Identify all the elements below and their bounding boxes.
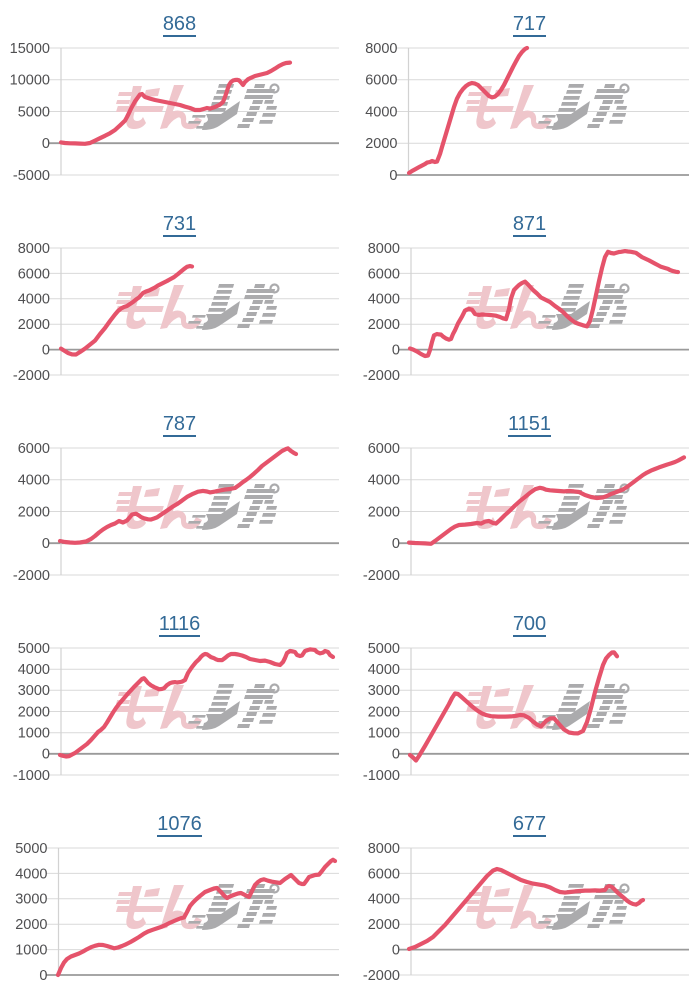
svg-text:2000: 2000 bbox=[368, 504, 400, 520]
svg-text:-2000: -2000 bbox=[363, 968, 400, 984]
svg-text:4000: 4000 bbox=[368, 473, 400, 489]
svg-text:5000: 5000 bbox=[368, 641, 400, 657]
svg-text:2000: 2000 bbox=[365, 136, 397, 152]
svg-text:5000: 5000 bbox=[15, 841, 47, 857]
svg-text:15000: 15000 bbox=[10, 41, 50, 57]
svg-text:3000: 3000 bbox=[18, 683, 50, 699]
svg-text:-2000: -2000 bbox=[363, 368, 400, 384]
svg-text:4000: 4000 bbox=[18, 662, 50, 678]
svg-text:8000: 8000 bbox=[368, 841, 400, 857]
svg-text:0: 0 bbox=[392, 747, 400, 763]
svg-text:3000: 3000 bbox=[368, 683, 400, 699]
svg-text:-2000: -2000 bbox=[13, 568, 50, 584]
svg-text:3000: 3000 bbox=[15, 892, 47, 908]
svg-text:5000: 5000 bbox=[18, 104, 50, 120]
svg-text:-1000: -1000 bbox=[13, 768, 50, 784]
svg-text:4000: 4000 bbox=[368, 662, 400, 678]
svg-text:8000: 8000 bbox=[368, 241, 400, 257]
svg-text:1000: 1000 bbox=[368, 726, 400, 742]
svg-text:4000: 4000 bbox=[368, 892, 400, 908]
svg-text:4000: 4000 bbox=[365, 104, 397, 120]
svg-text:2000: 2000 bbox=[368, 317, 400, 333]
svg-text:4000: 4000 bbox=[18, 473, 50, 489]
svg-text:0: 0 bbox=[39, 968, 47, 984]
svg-text:1000: 1000 bbox=[15, 943, 47, 959]
svg-text:4000: 4000 bbox=[15, 866, 47, 882]
svg-text:0: 0 bbox=[42, 136, 50, 152]
svg-text:0: 0 bbox=[392, 343, 400, 359]
svg-text:0: 0 bbox=[392, 536, 400, 552]
svg-text:-2000: -2000 bbox=[13, 368, 50, 384]
svg-text:0: 0 bbox=[42, 747, 50, 763]
svg-text:10000: 10000 bbox=[10, 73, 50, 89]
svg-text:6000: 6000 bbox=[18, 441, 50, 457]
svg-text:1000: 1000 bbox=[18, 726, 50, 742]
svg-text:6000: 6000 bbox=[18, 266, 50, 282]
svg-text:0: 0 bbox=[389, 168, 397, 184]
svg-text:2000: 2000 bbox=[18, 704, 50, 720]
svg-text:-5000: -5000 bbox=[13, 168, 50, 184]
svg-text:0: 0 bbox=[42, 536, 50, 552]
svg-text:8000: 8000 bbox=[365, 41, 397, 57]
svg-text:0: 0 bbox=[42, 343, 50, 359]
svg-text:2000: 2000 bbox=[18, 504, 50, 520]
svg-text:8000: 8000 bbox=[18, 241, 50, 257]
svg-text:-1000: -1000 bbox=[363, 768, 400, 784]
svg-text:5000: 5000 bbox=[18, 641, 50, 657]
svg-text:2000: 2000 bbox=[18, 317, 50, 333]
svg-text:0: 0 bbox=[392, 943, 400, 959]
svg-text:2000: 2000 bbox=[368, 704, 400, 720]
svg-text:6000: 6000 bbox=[368, 266, 400, 282]
svg-text:6000: 6000 bbox=[365, 73, 397, 89]
svg-text:4000: 4000 bbox=[368, 292, 400, 308]
svg-text:4000: 4000 bbox=[18, 292, 50, 308]
svg-text:2000: 2000 bbox=[368, 917, 400, 933]
svg-text:6000: 6000 bbox=[368, 441, 400, 457]
svg-text:-2000: -2000 bbox=[363, 568, 400, 584]
svg-text:2000: 2000 bbox=[15, 917, 47, 933]
svg-text:6000: 6000 bbox=[368, 866, 400, 882]
